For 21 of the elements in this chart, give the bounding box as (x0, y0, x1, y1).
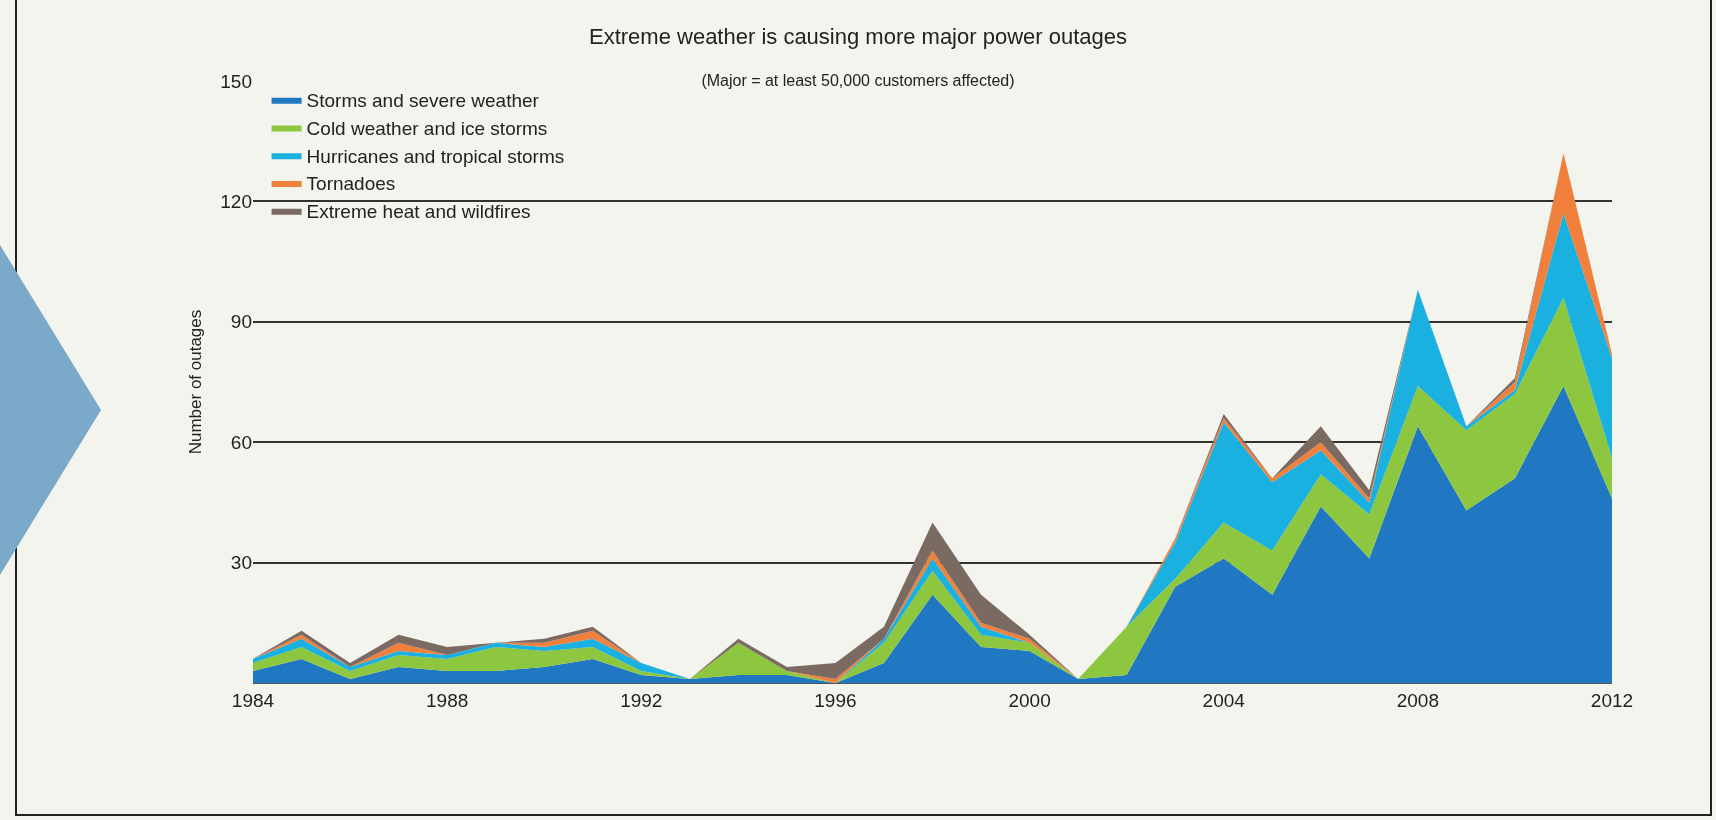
legend-label: Cold weather and ice storms (306, 117, 548, 139)
y-tick-label: 120 (220, 191, 252, 213)
x-tick-label: 1984 (231, 689, 275, 711)
legend-label: Storms and severe weather (306, 90, 540, 112)
chart-title: Extreme weather is causing more major power outages (588, 24, 1128, 50)
x-tick-label: 2000 (1008, 689, 1051, 711)
y-axis-title: Number of outages (185, 309, 205, 455)
legend-label: Hurricanes and tropical storms (306, 145, 565, 167)
x-tick-label: 1996 (814, 689, 857, 711)
x-tick-label: 1992 (620, 689, 663, 711)
x-tick-label: 2004 (1202, 689, 1246, 711)
y-tick-label: 150 (220, 70, 252, 92)
x-tick-label: 2012 (1590, 689, 1634, 711)
y-tick-label: 90 (230, 311, 252, 333)
x-tick-label: 2008 (1396, 689, 1439, 711)
legend-label: Tornadoes (306, 173, 396, 195)
legend-label: Extreme heat and wildfires (306, 201, 531, 223)
y-tick-label: 60 (230, 431, 252, 453)
chart-subtitle: (Major = at least 50,000 customers affected) (701, 71, 1015, 89)
x-tick-label: 1988 (426, 689, 469, 711)
y-tick-label: 30 (230, 552, 252, 574)
